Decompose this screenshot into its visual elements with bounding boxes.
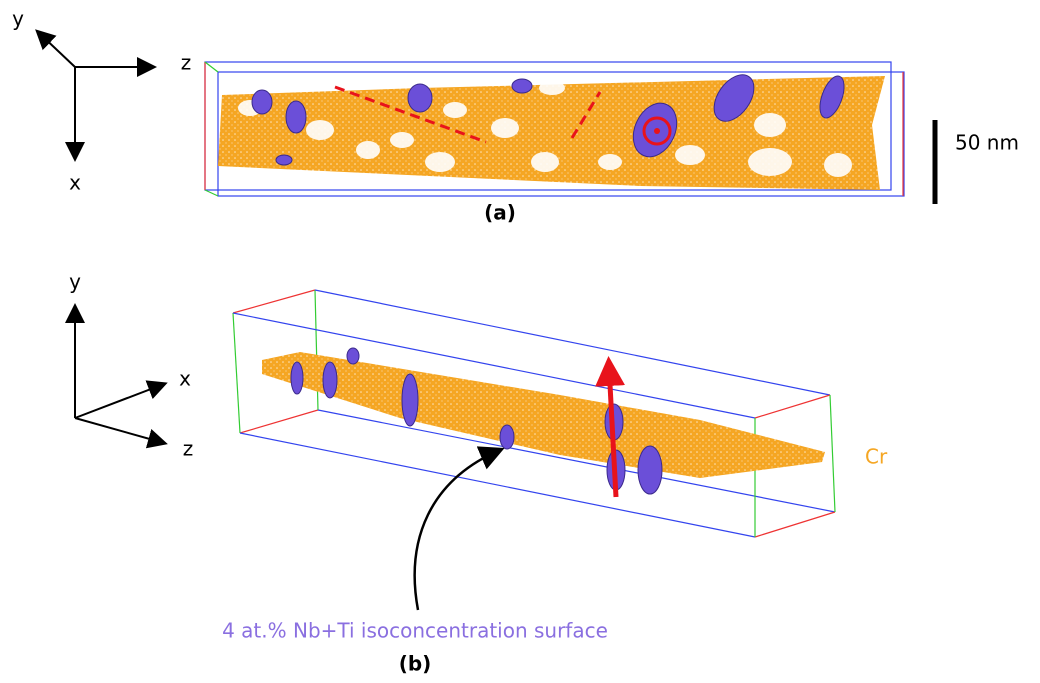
annotation: 4 at.% Nb+Ti isoconcentration surface [222, 619, 608, 643]
axis-label: y [69, 270, 81, 294]
panel-label: (b) [399, 652, 432, 676]
axis-label: z [183, 437, 194, 461]
panel-label: (a) [484, 201, 516, 225]
scale-bar-label: 50 nm [955, 131, 1019, 155]
axis-label: x [179, 367, 191, 391]
cr-label: Cr [865, 445, 888, 469]
axis-label: y [12, 7, 24, 31]
axes-a [38, 32, 153, 158]
figure: y z x [0, 0, 1040, 683]
callout-arrow [415, 450, 500, 610]
axis-label: x [69, 171, 81, 195]
axis-label: z [181, 51, 192, 75]
reconstruction-a [205, 62, 904, 196]
axes-b [75, 307, 164, 443]
